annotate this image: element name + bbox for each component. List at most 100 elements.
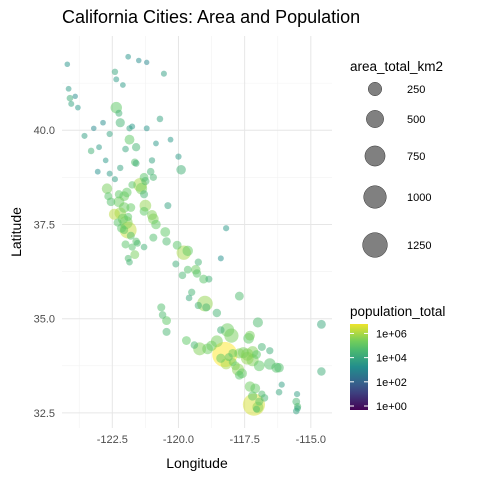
city-point — [121, 240, 130, 249]
city-point — [156, 115, 164, 123]
city-point — [181, 336, 191, 345]
city-point — [148, 157, 156, 164]
chart-title: California Cities: Area and Population — [62, 7, 360, 27]
city-point — [118, 202, 130, 213]
city-point — [133, 239, 141, 247]
city-point — [257, 342, 266, 351]
city-point — [162, 316, 171, 326]
city-point — [164, 202, 172, 210]
city-point — [114, 190, 124, 199]
city-point — [104, 192, 113, 201]
city-point — [176, 165, 186, 175]
city-point — [157, 303, 166, 312]
city-point — [113, 218, 122, 227]
y-tick-label: 40.0 — [34, 125, 55, 137]
city-point — [119, 82, 126, 88]
city-point — [316, 319, 326, 329]
city-point — [266, 347, 274, 355]
city-point — [149, 233, 158, 242]
city-point — [141, 176, 150, 186]
city-point — [317, 367, 326, 376]
city-point — [205, 275, 213, 283]
size-legend-key — [362, 232, 388, 258]
size-legend-label: 250 — [407, 84, 425, 96]
city-point — [87, 147, 95, 155]
city-point — [162, 237, 171, 246]
city-point — [178, 271, 187, 280]
city-point — [220, 323, 235, 337]
city-point — [106, 170, 113, 177]
city-point — [94, 168, 101, 175]
city-point — [75, 104, 81, 111]
city-point — [140, 190, 149, 199]
city-point — [139, 206, 149, 216]
size-legend-label: 500 — [407, 114, 425, 126]
city-point — [129, 123, 136, 130]
city-point — [158, 311, 167, 319]
y-axis-label: Latitude — [8, 207, 24, 257]
city-point — [81, 132, 88, 139]
city-point — [182, 245, 193, 257]
city-point — [160, 70, 167, 77]
city-point — [146, 167, 155, 176]
city-point — [124, 212, 133, 221]
x-tick-label: -120.0 — [163, 434, 194, 446]
city-point — [132, 159, 140, 167]
city-point — [194, 301, 202, 310]
city-point — [206, 340, 217, 352]
city-point — [72, 93, 78, 100]
city-point — [217, 255, 224, 262]
x-axis-label: Longitude — [166, 455, 228, 471]
city-point — [143, 125, 150, 132]
city-point — [188, 288, 196, 296]
city-point — [111, 176, 119, 183]
city-point — [106, 130, 113, 138]
city-point — [274, 362, 284, 373]
city-point — [126, 203, 136, 212]
city-point — [66, 94, 74, 102]
x-tick-label: -117.5 — [229, 434, 259, 446]
city-point — [253, 405, 261, 413]
city-point — [293, 390, 301, 398]
city-point — [224, 353, 233, 362]
city-point — [172, 240, 182, 250]
city-point — [202, 303, 211, 312]
city-point — [217, 326, 225, 334]
size-legend-key — [363, 185, 387, 209]
x-axis-ticks: -122.5 -120.0 -117.5 -115.0 — [97, 434, 326, 446]
color-legend-label: 1e+04 — [376, 353, 407, 365]
y-tick-label: 32.5 — [34, 408, 55, 420]
x-tick-label: -115.0 — [296, 434, 326, 446]
city-point — [258, 390, 266, 398]
city-point — [140, 243, 148, 251]
city-point — [135, 57, 142, 64]
size-legend-label: 1000 — [407, 192, 431, 204]
plot-panel — [62, 36, 332, 428]
city-point — [190, 341, 199, 349]
city-point — [120, 226, 129, 235]
size-legend-label: 1250 — [407, 240, 431, 252]
city-point — [234, 370, 244, 380]
city-point — [172, 260, 180, 268]
city-point — [194, 258, 202, 266]
city-point — [151, 219, 161, 230]
y-tick-label: 37.5 — [34, 219, 55, 231]
city-point — [126, 258, 133, 266]
color-bar — [350, 324, 368, 410]
city-point — [122, 187, 132, 198]
city-point — [192, 269, 202, 278]
city-point — [124, 134, 135, 145]
city-point — [68, 100, 75, 107]
size-legend-title: area_total_km2 — [350, 59, 443, 74]
x-tick-label: -122.5 — [97, 434, 128, 446]
city-point — [167, 136, 174, 143]
city-point — [253, 360, 265, 372]
city-point — [102, 157, 109, 164]
city-point — [90, 125, 97, 132]
color-legend-label: 1e+00 — [376, 401, 407, 413]
city-point — [144, 59, 150, 66]
city-point — [100, 119, 106, 126]
city-point — [250, 383, 261, 394]
city-point — [125, 53, 132, 60]
